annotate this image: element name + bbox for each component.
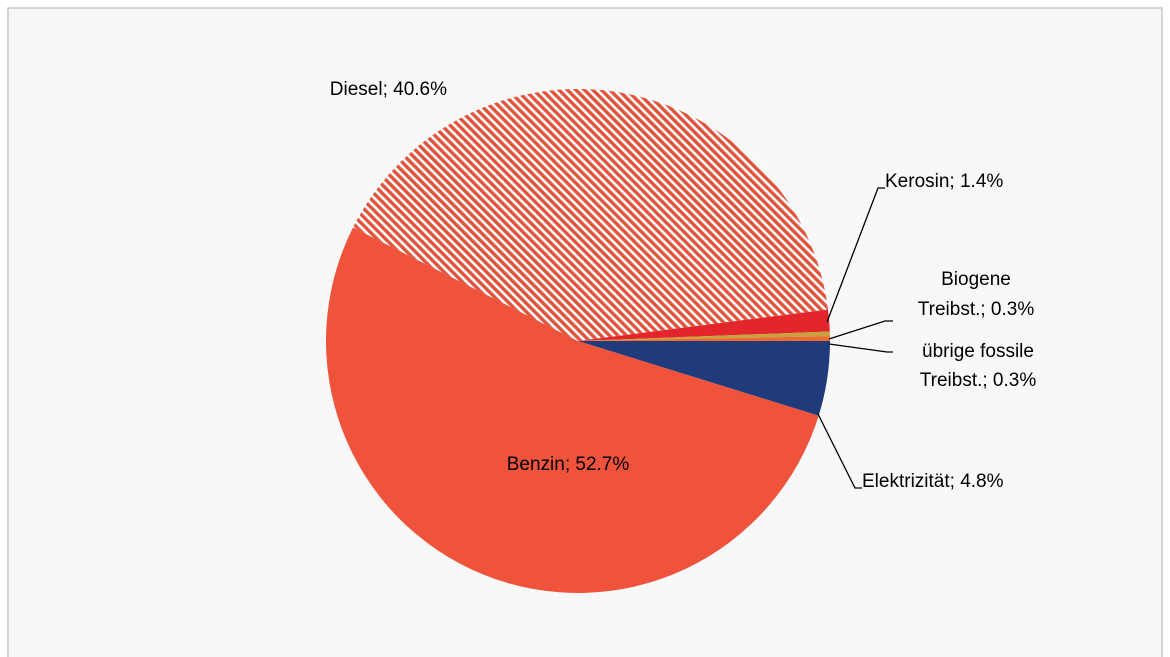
data-label-line: Benzin; 52.7% <box>507 454 630 475</box>
pie-slice <box>578 309 830 341</box>
data-label-line: Diesel; 40.6% <box>330 79 447 100</box>
data-label: Diesel; 40.6% <box>330 79 447 100</box>
data-label-line: Treibst.; 0.3% <box>918 299 1035 320</box>
pie-slice <box>578 336 830 341</box>
data-label: Benzin; 52.7% <box>507 454 630 475</box>
leader-line <box>828 320 893 340</box>
pie-slice <box>578 341 830 416</box>
data-label: übrige fossile Treibst.; 0.3% <box>920 341 1037 391</box>
pie-slice <box>578 331 830 341</box>
data-label-line: Elektrizität; 4.8% <box>862 471 1004 492</box>
data-label: Kerosin; 1.4% <box>885 171 1003 192</box>
leader-line <box>817 413 862 489</box>
pie-slice <box>353 88 829 341</box>
leader-line <box>828 343 893 353</box>
leader-line <box>826 187 885 323</box>
data-label-line: Treibst.; 0.3% <box>920 370 1037 391</box>
data-label-line: Kerosin; 1.4% <box>885 171 1003 192</box>
data-label: Elektrizität; 4.8% <box>862 471 1004 492</box>
data-label-line: Biogene <box>941 269 1011 290</box>
pie-slice <box>326 227 819 593</box>
data-label: Biogene Treibst.; 0.3% <box>918 269 1035 320</box>
data-label-line: übrige fossile <box>922 341 1034 362</box>
